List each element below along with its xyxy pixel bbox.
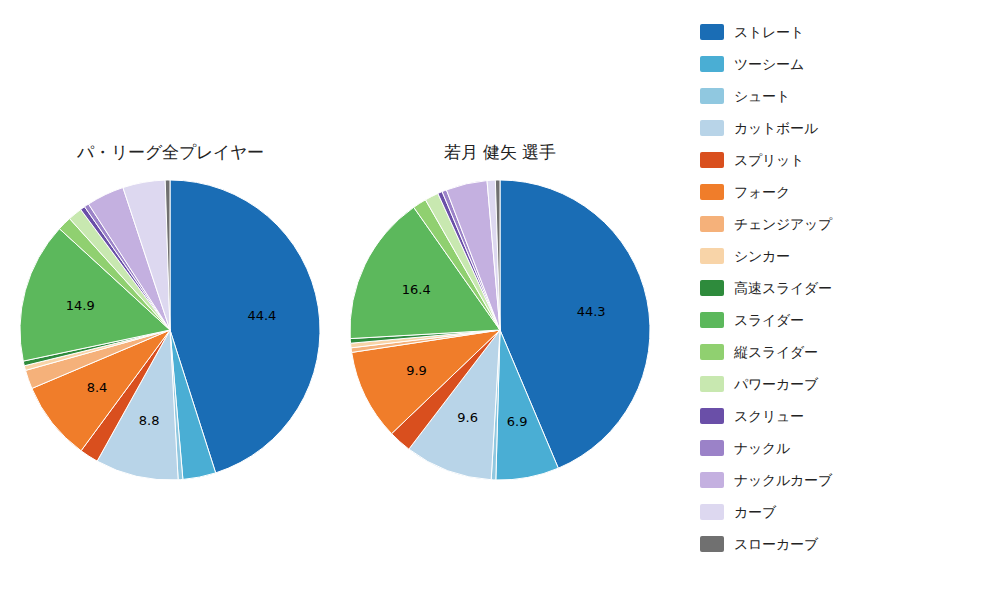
legend-label: スプリット	[734, 152, 804, 168]
legend-label: スクリュー	[734, 408, 804, 424]
legend-swatch	[700, 24, 724, 40]
slice-labels: 44.3 6.9 9.6 9.9 16.4	[402, 282, 606, 429]
legend-label: ナックルカーブ	[734, 472, 833, 488]
data-label: 8.4	[87, 380, 108, 395]
data-label: 8.8	[139, 413, 160, 428]
legend-swatch	[700, 120, 724, 136]
legend-label: パワーカーブ	[733, 376, 819, 392]
legend-label: カットボール	[734, 120, 818, 136]
legend-swatch	[700, 152, 724, 168]
legend-label: フォーク	[734, 184, 790, 200]
pie-title: 若月 健矢 選手	[444, 142, 557, 162]
legend-label: ストレート	[734, 24, 804, 40]
legend-label: ナックル	[734, 440, 790, 456]
data-label: 9.6	[457, 410, 478, 425]
legend-swatch	[700, 536, 724, 552]
data-label: 14.9	[66, 298, 95, 313]
slices: ストレートツーシームシュートカットボールスプリットフォークチェンジアップシンカー…	[350, 180, 650, 480]
legend-swatch	[700, 440, 724, 456]
data-label: 44.3	[577, 304, 606, 319]
pie-slice: カーブ	[123, 180, 170, 330]
legend-swatch	[700, 504, 724, 520]
legend-label: シュート	[734, 88, 790, 104]
pie-slice: ストレート	[500, 180, 650, 468]
legend-swatch	[700, 376, 724, 392]
data-label: 16.4	[402, 282, 431, 297]
pie-slice: スローカーブ	[495, 180, 500, 330]
legend-label: スライダー	[734, 312, 804, 328]
legend-label: シンカー	[734, 248, 790, 264]
pie-slice: ツーシーム	[496, 330, 558, 480]
legend-label: 縦スライダー	[733, 344, 818, 360]
legend-label: カーブ	[734, 504, 777, 520]
data-label: 6.9	[507, 414, 528, 429]
slices: ストレートツーシームシュートカットボールスプリットフォークチェンジアップシンカー…	[20, 180, 320, 480]
chart-canvas: パ・リーグ全プレイヤーストレートツーシームシュートカットボールスプリットフォーク…	[0, 0, 1000, 600]
legend-swatch	[700, 344, 724, 360]
legend-label: チェンジアップ	[734, 216, 833, 232]
legend-swatch	[700, 248, 724, 264]
pie-title: パ・リーグ全プレイヤー	[76, 142, 264, 162]
legend-label: スローカーブ	[734, 536, 819, 552]
legend: ストレートツーシームシュートカットボールスプリットフォークチェンジアップシンカー…	[700, 24, 833, 552]
legend-label: ツーシーム	[734, 56, 804, 72]
pie-slice: カーブ	[487, 180, 500, 330]
legend-swatch	[700, 472, 724, 488]
pie-slice: ナックルカーブ	[446, 181, 500, 330]
slice-labels: 44.4 8.8 8.4 14.9	[66, 298, 277, 428]
pie: パ・リーグ全プレイヤーストレートツーシームシュートカットボールスプリットフォーク…	[20, 142, 320, 480]
legend-label: 高速スライダー	[734, 280, 832, 296]
legend-swatch	[700, 88, 724, 104]
pie-slice: スローカーブ	[165, 180, 170, 330]
legend-swatch	[700, 280, 724, 296]
data-label: 44.4	[247, 308, 276, 323]
legend-swatch	[700, 216, 724, 232]
data-label: 9.9	[406, 363, 427, 378]
legend-swatch	[700, 408, 724, 424]
legend-swatch	[700, 56, 724, 72]
pie: 若月 健矢 選手ストレートツーシームシュートカットボールスプリットフォークチェン…	[350, 142, 650, 480]
legend-swatch	[700, 312, 724, 328]
legend-swatch	[700, 184, 724, 200]
